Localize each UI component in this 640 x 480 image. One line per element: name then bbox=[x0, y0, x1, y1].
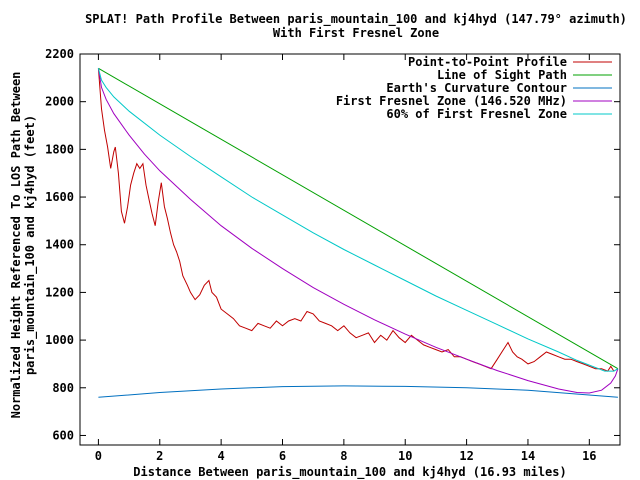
y-tick-label: 1800 bbox=[45, 142, 74, 156]
plot-frame bbox=[79, 53, 621, 446]
series-line-2 bbox=[98, 385, 618, 398]
legend-label-1: Line of Sight Path bbox=[437, 68, 567, 82]
series-line-3 bbox=[97, 68, 619, 394]
series-line-0 bbox=[97, 68, 615, 372]
x-tick-label: 4 bbox=[218, 449, 225, 463]
y-tick-label: 2000 bbox=[45, 95, 74, 109]
y-tick-label: 600 bbox=[52, 428, 74, 442]
y-tick-label: 1000 bbox=[45, 333, 74, 347]
y-axis-label-line2: paris_mountain_100 and kj4hyd (feet) bbox=[23, 115, 38, 375]
series-line-4 bbox=[97, 68, 619, 372]
chart-subtitle: With First Fresnel Zone bbox=[273, 26, 439, 40]
y-tick-label: 1600 bbox=[45, 190, 74, 204]
x-tick-label: 0 bbox=[95, 449, 102, 463]
y-tick-label: 1400 bbox=[45, 238, 74, 252]
y-axis-label-line1: Normalized Height Referenced To LOS Path… bbox=[9, 72, 23, 419]
y-tick-label: 2200 bbox=[45, 47, 74, 61]
x-tick-label: 12 bbox=[459, 449, 473, 463]
legend-label-2: Earth's Curvature Contour bbox=[386, 81, 567, 95]
x-axis-label: Distance Between paris_mountain_100 and … bbox=[133, 465, 566, 480]
series-lines bbox=[97, 67, 619, 398]
chart-title: SPLAT! Path Profile Between paris_mounta… bbox=[85, 12, 627, 27]
x-tick-label: 8 bbox=[340, 449, 347, 463]
y-tick-label: 800 bbox=[52, 381, 74, 395]
x-tick-label: 14 bbox=[521, 449, 535, 463]
series-line-1 bbox=[98, 67, 619, 370]
legend-label-4: 60% of First Fresnel Zone bbox=[386, 107, 567, 121]
legend-label-3: First Fresnel Zone (146.520 MHz) bbox=[336, 94, 567, 108]
axis-ticks: 0 2 4 6 8 10 12 14 16 600 800 1000 1200 1400 1600 1800 2… bbox=[45, 47, 620, 463]
x-tick-label: 16 bbox=[582, 449, 596, 463]
legend-label-0: Point-to-Point Profile bbox=[408, 55, 567, 69]
x-tick-label: 2 bbox=[156, 449, 163, 463]
x-tick-label: 6 bbox=[279, 449, 286, 463]
x-tick-label: 10 bbox=[398, 449, 412, 463]
y-tick-label: 1200 bbox=[45, 285, 74, 299]
